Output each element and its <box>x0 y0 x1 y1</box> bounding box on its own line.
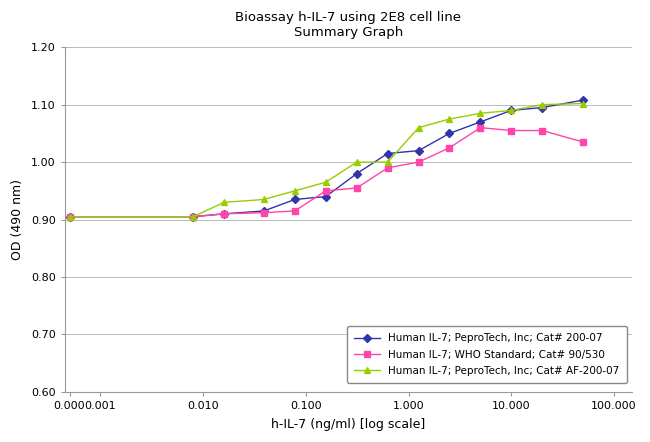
Human IL-7; PeproTech, Inc; Cat# AF-200-07 <box>538 102 546 107</box>
Human IL-7; WHO Standard; Cat# 90/530 <box>220 211 228 217</box>
Human IL-7; WHO Standard; Cat# 90/530 <box>66 214 73 219</box>
Human IL-7; WHO Standard; Cat# 90/530 <box>260 210 268 215</box>
Human IL-7; WHO Standard; Cat# 90/530 <box>476 125 484 130</box>
Human IL-7; PeproTech, Inc; Cat# AF-200-07 <box>579 101 587 106</box>
Human IL-7; PeproTech, Inc; Cat# 200-07 <box>579 97 587 103</box>
Title: Bioassay h-IL-7 using 2E8 cell line
Summary Graph: Bioassay h-IL-7 using 2E8 cell line Summ… <box>235 11 462 39</box>
Human IL-7; PeproTech, Inc; Cat# AF-200-07 <box>189 214 197 219</box>
Human IL-7; PeproTech, Inc; Cat# 200-07 <box>384 151 391 156</box>
Human IL-7; PeproTech, Inc; Cat# 200-07 <box>260 208 268 213</box>
Human IL-7; PeproTech, Inc; Cat# 200-07 <box>415 148 422 153</box>
Human IL-7; PeproTech, Inc; Cat# 200-07 <box>353 171 361 176</box>
Human IL-7; PeproTech, Inc; Cat# AF-200-07 <box>353 160 361 165</box>
Human IL-7; WHO Standard; Cat# 90/530 <box>446 145 454 150</box>
Line: Human IL-7; PeproTech, Inc; Cat# 200-07: Human IL-7; PeproTech, Inc; Cat# 200-07 <box>67 97 586 220</box>
X-axis label: h-IL-7 (ng/ml) [log scale]: h-IL-7 (ng/ml) [log scale] <box>271 418 426 431</box>
Human IL-7; PeproTech, Inc; Cat# AF-200-07 <box>415 125 422 130</box>
Human IL-7; PeproTech, Inc; Cat# 200-07 <box>291 197 299 202</box>
Human IL-7; PeproTech, Inc; Cat# 200-07 <box>446 131 454 136</box>
Human IL-7; PeproTech, Inc; Cat# AF-200-07 <box>446 116 454 122</box>
Human IL-7; WHO Standard; Cat# 90/530 <box>415 160 422 165</box>
Human IL-7; WHO Standard; Cat# 90/530 <box>579 139 587 145</box>
Legend: Human IL-7; PeproTech, Inc; Cat# 200-07, Human IL-7; WHO Standard; Cat# 90/530, : Human IL-7; PeproTech, Inc; Cat# 200-07,… <box>346 326 627 383</box>
Y-axis label: OD (490 nm): OD (490 nm) <box>11 179 24 260</box>
Human IL-7; PeproTech, Inc; Cat# AF-200-07 <box>66 214 73 219</box>
Line: Human IL-7; PeproTech, Inc; Cat# AF-200-07: Human IL-7; PeproTech, Inc; Cat# AF-200-… <box>67 101 586 220</box>
Line: Human IL-7; WHO Standard; Cat# 90/530: Human IL-7; WHO Standard; Cat# 90/530 <box>67 125 586 220</box>
Human IL-7; PeproTech, Inc; Cat# 200-07 <box>189 214 197 219</box>
Human IL-7; WHO Standard; Cat# 90/530 <box>538 128 546 133</box>
Human IL-7; WHO Standard; Cat# 90/530 <box>384 165 391 171</box>
Human IL-7; PeproTech, Inc; Cat# AF-200-07 <box>508 108 515 113</box>
Human IL-7; WHO Standard; Cat# 90/530 <box>189 214 197 219</box>
Human IL-7; WHO Standard; Cat# 90/530 <box>322 188 330 194</box>
Human IL-7; WHO Standard; Cat# 90/530 <box>291 208 299 213</box>
Human IL-7; PeproTech, Inc; Cat# 200-07 <box>322 194 330 199</box>
Human IL-7; PeproTech, Inc; Cat# AF-200-07 <box>476 110 484 116</box>
Human IL-7; PeproTech, Inc; Cat# AF-200-07 <box>260 197 268 202</box>
Human IL-7; PeproTech, Inc; Cat# 200-07 <box>476 119 484 125</box>
Human IL-7; PeproTech, Inc; Cat# 200-07 <box>538 105 546 110</box>
Human IL-7; PeproTech, Inc; Cat# AF-200-07 <box>384 160 391 165</box>
Human IL-7; WHO Standard; Cat# 90/530 <box>353 185 361 191</box>
Human IL-7; PeproTech, Inc; Cat# 200-07 <box>508 108 515 113</box>
Human IL-7; PeproTech, Inc; Cat# AF-200-07 <box>220 200 228 205</box>
Human IL-7; PeproTech, Inc; Cat# AF-200-07 <box>291 188 299 194</box>
Human IL-7; WHO Standard; Cat# 90/530 <box>508 128 515 133</box>
Human IL-7; PeproTech, Inc; Cat# 200-07 <box>66 214 73 219</box>
Human IL-7; PeproTech, Inc; Cat# AF-200-07 <box>322 179 330 185</box>
Human IL-7; PeproTech, Inc; Cat# 200-07 <box>220 211 228 217</box>
